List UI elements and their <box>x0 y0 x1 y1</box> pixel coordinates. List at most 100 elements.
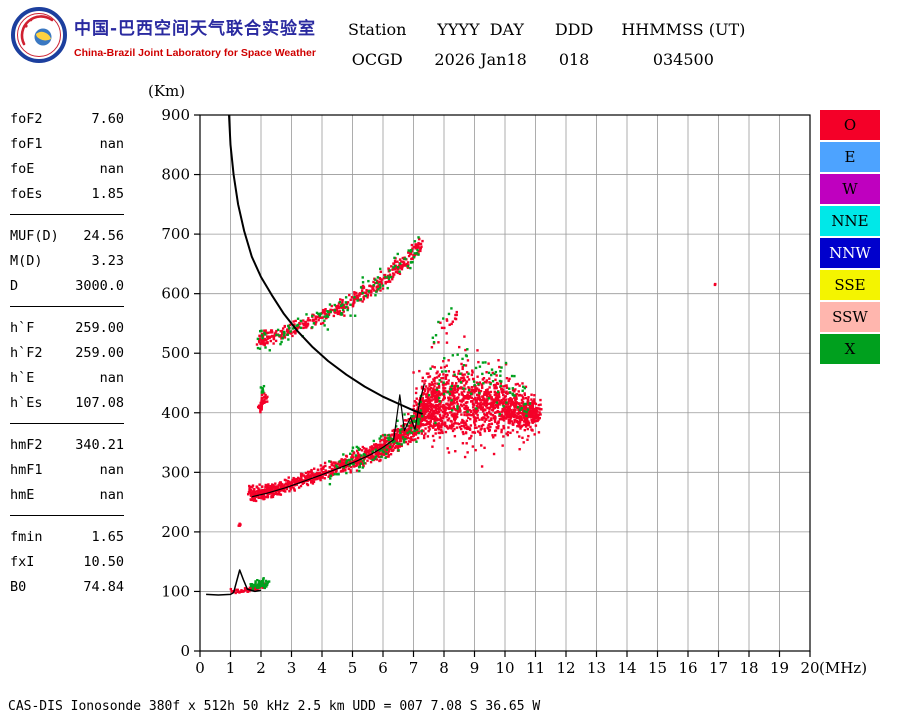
svg-text:6: 6 <box>378 659 388 677</box>
legend-item-ssw: SSW <box>820 302 880 332</box>
doy-header-label: DDD <box>554 20 594 39</box>
param-row-hes: h`Es 107.08 <box>10 390 124 415</box>
param-row-hme: hmE nan <box>10 482 124 507</box>
station-column-doy: DDD 018 <box>555 20 593 69</box>
ionogram-chart: 0 1 2 3 4 5 6 7 8 9 10 11 12 13 14 15 16 17 18 19 2001002003… <box>148 82 867 677</box>
param-label: h`Es <box>10 394 43 411</box>
svg-text:20: 20 <box>800 659 819 677</box>
param-group-peak-heights: hmF2 340.21 hmF1 nan hmE nan <box>10 432 124 507</box>
param-value: nan <box>99 369 124 386</box>
param-value: nan <box>99 135 124 152</box>
param-label: foE <box>10 160 35 177</box>
param-group-muf: MUF(D) 24.56 M(D) 3.23 D 3000.0 <box>10 223 124 298</box>
param-label: fxI <box>10 553 35 570</box>
station-info: Station OCGD YYYY DAY 2026 Jan18 DDD 018… <box>348 20 745 69</box>
lab-title-english: China-Brazil Joint Laboratory for Space … <box>74 47 316 59</box>
scaled-parameters-panel: foF2 7.60 foF1 nan foE nan foEs 1.85 MUF(D) 2… <box>10 106 124 599</box>
param-label: fmin <box>10 528 43 545</box>
svg-text:500: 500 <box>161 344 190 362</box>
param-value: 1.65 <box>91 528 124 545</box>
svg-text:300: 300 <box>161 463 190 481</box>
param-divider <box>10 306 124 307</box>
plot-frame <box>199 114 811 652</box>
param-value: nan <box>99 160 124 177</box>
axis-labels: 0 1 2 3 4 5 6 7 8 9 10 11 12 13 14 15 16 17 18 19 2001002003… <box>148 82 867 677</box>
param-label: B0 <box>10 578 27 595</box>
legend-item-w: W <box>820 174 880 204</box>
svg-text:600: 600 <box>161 285 190 303</box>
param-label: h`E <box>10 369 35 386</box>
svg-text:7: 7 <box>409 659 419 677</box>
svg-text:11: 11 <box>526 659 545 677</box>
footer-info: CAS-DIS Ionosonde 380f x 512h 50 kHz 2.5… <box>8 699 541 714</box>
svg-text:14: 14 <box>617 659 636 677</box>
svg-text:0: 0 <box>195 659 205 677</box>
svg-text:8: 8 <box>439 659 449 677</box>
svg-text:10: 10 <box>495 659 514 677</box>
svg-text:400: 400 <box>161 404 190 422</box>
param-value: 3.23 <box>91 252 124 269</box>
param-label: MUF(D) <box>10 227 59 244</box>
echo-type-legend: O E W NNE NNW SSE SSW X <box>820 110 880 366</box>
echo-scatter-points <box>229 236 717 595</box>
date-header-label: YYYY DAY <box>437 20 524 39</box>
svg-text:4: 4 <box>317 659 327 677</box>
axis-ticks <box>194 114 811 657</box>
svg-text:17: 17 <box>709 659 728 677</box>
param-row-hmf2: hmF2 340.21 <box>10 432 124 457</box>
param-value: 1.85 <box>91 185 124 202</box>
station-header-label: Station <box>348 20 407 39</box>
svg-text:2: 2 <box>256 659 266 677</box>
param-row-hmf1: hmF1 nan <box>10 457 124 482</box>
station-column-time: HHMMSS (UT) 034500 <box>621 20 745 69</box>
svg-text:800: 800 <box>161 166 190 184</box>
svg-text:13: 13 <box>587 659 606 677</box>
svg-text:3: 3 <box>287 659 297 677</box>
lab-titles: 中国-巴西空间天气联合实验室 China-Brazil Joint Labora… <box>74 14 334 59</box>
param-row-d: D 3000.0 <box>10 273 124 298</box>
param-value: 259.00 <box>75 344 124 361</box>
param-label: h`F2 <box>10 344 43 361</box>
param-row-fmin: fmin 1.65 <box>10 524 124 549</box>
svg-text:200: 200 <box>161 523 190 541</box>
profile-lines <box>206 114 425 596</box>
param-label: foF1 <box>10 135 43 152</box>
param-value: nan <box>99 461 124 478</box>
lab-logo <box>10 6 68 64</box>
param-row-he: h`E nan <box>10 365 124 390</box>
station-column-station: Station OCGD <box>348 20 406 69</box>
legend-item-o: O <box>820 110 880 140</box>
time-header-label: HHMMSS (UT) <box>621 20 746 39</box>
param-label: foF2 <box>10 110 43 127</box>
param-group-virtual-heights: h`F 259.00 h`F2 259.00 h`E nan h`Es 107.08 <box>10 315 124 415</box>
grid-lines <box>199 114 811 652</box>
param-value: 24.56 <box>83 227 124 244</box>
svg-text:1: 1 <box>226 659 236 677</box>
param-label: hmE <box>10 486 35 503</box>
param-row-foe: foE nan <box>10 156 124 181</box>
svg-text:700: 700 <box>161 225 190 243</box>
lab-logo-image <box>11 7 67 63</box>
svg-text:19: 19 <box>770 659 789 677</box>
param-value: nan <box>99 486 124 503</box>
param-group-critical-frequencies: foF2 7.60 foF1 nan foE nan foEs 1.85 <box>10 106 124 206</box>
param-value: 3000.0 <box>75 277 124 294</box>
svg-text:12: 12 <box>556 659 575 677</box>
lab-title-chinese: 中国-巴西空间天气联合实验室 <box>74 19 317 39</box>
svg-text:(MHz): (MHz) <box>819 659 867 677</box>
svg-text:(Km): (Km) <box>148 82 185 100</box>
param-value: 10.50 <box>83 553 124 570</box>
svg-text:9: 9 <box>470 659 480 677</box>
param-row-fof2: foF2 7.60 <box>10 106 124 131</box>
param-value: 340.21 <box>75 436 124 453</box>
date-value: 2026 Jan18 <box>434 50 527 69</box>
param-divider <box>10 214 124 215</box>
param-row-hf: h`F 259.00 <box>10 315 124 340</box>
station-code: OCGD <box>351 50 403 69</box>
legend-item-x: X <box>820 334 880 364</box>
param-divider <box>10 515 124 516</box>
param-label: h`F <box>10 319 35 336</box>
svg-text:900: 900 <box>161 106 190 124</box>
station-column-date: YYYY DAY 2026 Jan18 <box>434 20 526 69</box>
param-row-foes: foEs 1.85 <box>10 181 124 206</box>
